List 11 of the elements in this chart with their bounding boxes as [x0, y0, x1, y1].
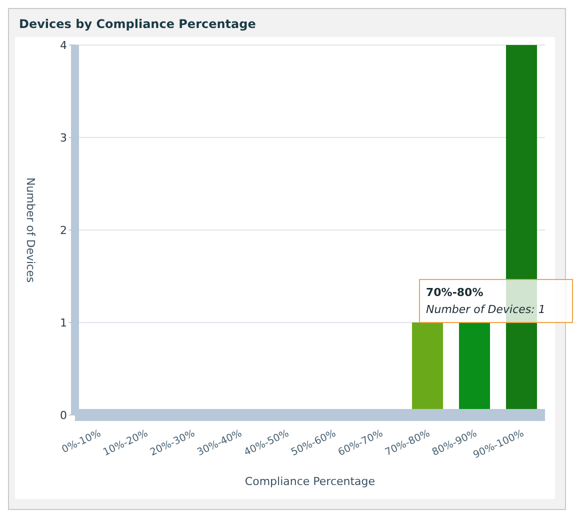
annotation: Number of Devices: 1 [426, 302, 546, 318]
annotation: 70%-80% [426, 285, 484, 301]
y-axis-title: Number of Devices [24, 177, 38, 283]
y-tick-label: 4 [60, 38, 67, 52]
y-tick-label: 3 [60, 131, 67, 144]
y-tick-label: 0 [60, 408, 67, 422]
y-tick-label: 1 [60, 316, 67, 330]
x-axis-title: Compliance Percentage [244, 475, 376, 488]
chart-title: Devices by Compliance Percentage [18, 16, 257, 33]
tooltip-box: 70%-80% Number of Devices: 1 [419, 279, 573, 323]
y-tick-label: 2 [60, 224, 67, 237]
